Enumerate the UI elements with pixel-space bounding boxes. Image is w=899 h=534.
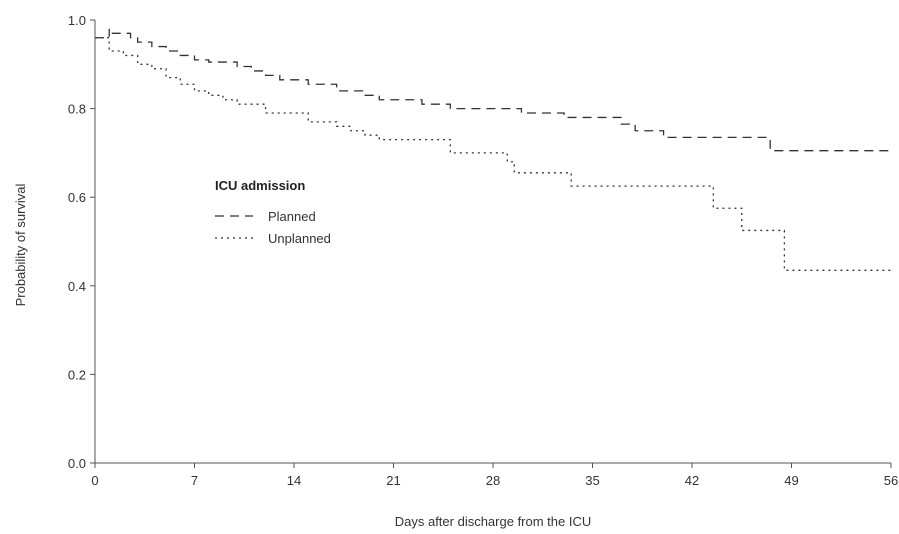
y-tick-label: 0.4 (68, 279, 86, 294)
y-tick-label: 0.2 (68, 367, 86, 382)
legend-label-planned: Planned (268, 209, 316, 224)
x-tick-label: 14 (287, 473, 301, 488)
legend-title: ICU admission (215, 178, 305, 193)
y-tick-label: 0.0 (68, 456, 86, 471)
x-tick-label: 0 (91, 473, 98, 488)
plot-area (95, 28, 891, 271)
legend-label-unplanned: Unplanned (268, 231, 331, 246)
x-tick-label: 56 (884, 473, 898, 488)
x-axis-title: Days after discharge from the ICU (395, 514, 592, 529)
x-tick-label: 49 (784, 473, 798, 488)
series-line-unplanned (95, 37, 891, 271)
x-tick-label: 21 (386, 473, 400, 488)
y-axis-title: Probability of survival (13, 183, 28, 306)
legend: ICU admission Planned Unplanned (215, 178, 331, 246)
y-tick-label: 0.6 (68, 190, 86, 205)
x-tick-label: 28 (486, 473, 500, 488)
x-tick-label: 42 (685, 473, 699, 488)
y-tick-label: 0.8 (68, 102, 86, 117)
series-line-planned (95, 28, 891, 152)
axes: 0 7 14 21 28 35 42 49 56 0.0 0.2 0.4 0.6 0.8 1.0 (68, 13, 898, 488)
x-tick-label: 35 (585, 473, 599, 488)
x-tick-label: 7 (191, 473, 198, 488)
y-tick-label: 1.0 (68, 13, 86, 28)
